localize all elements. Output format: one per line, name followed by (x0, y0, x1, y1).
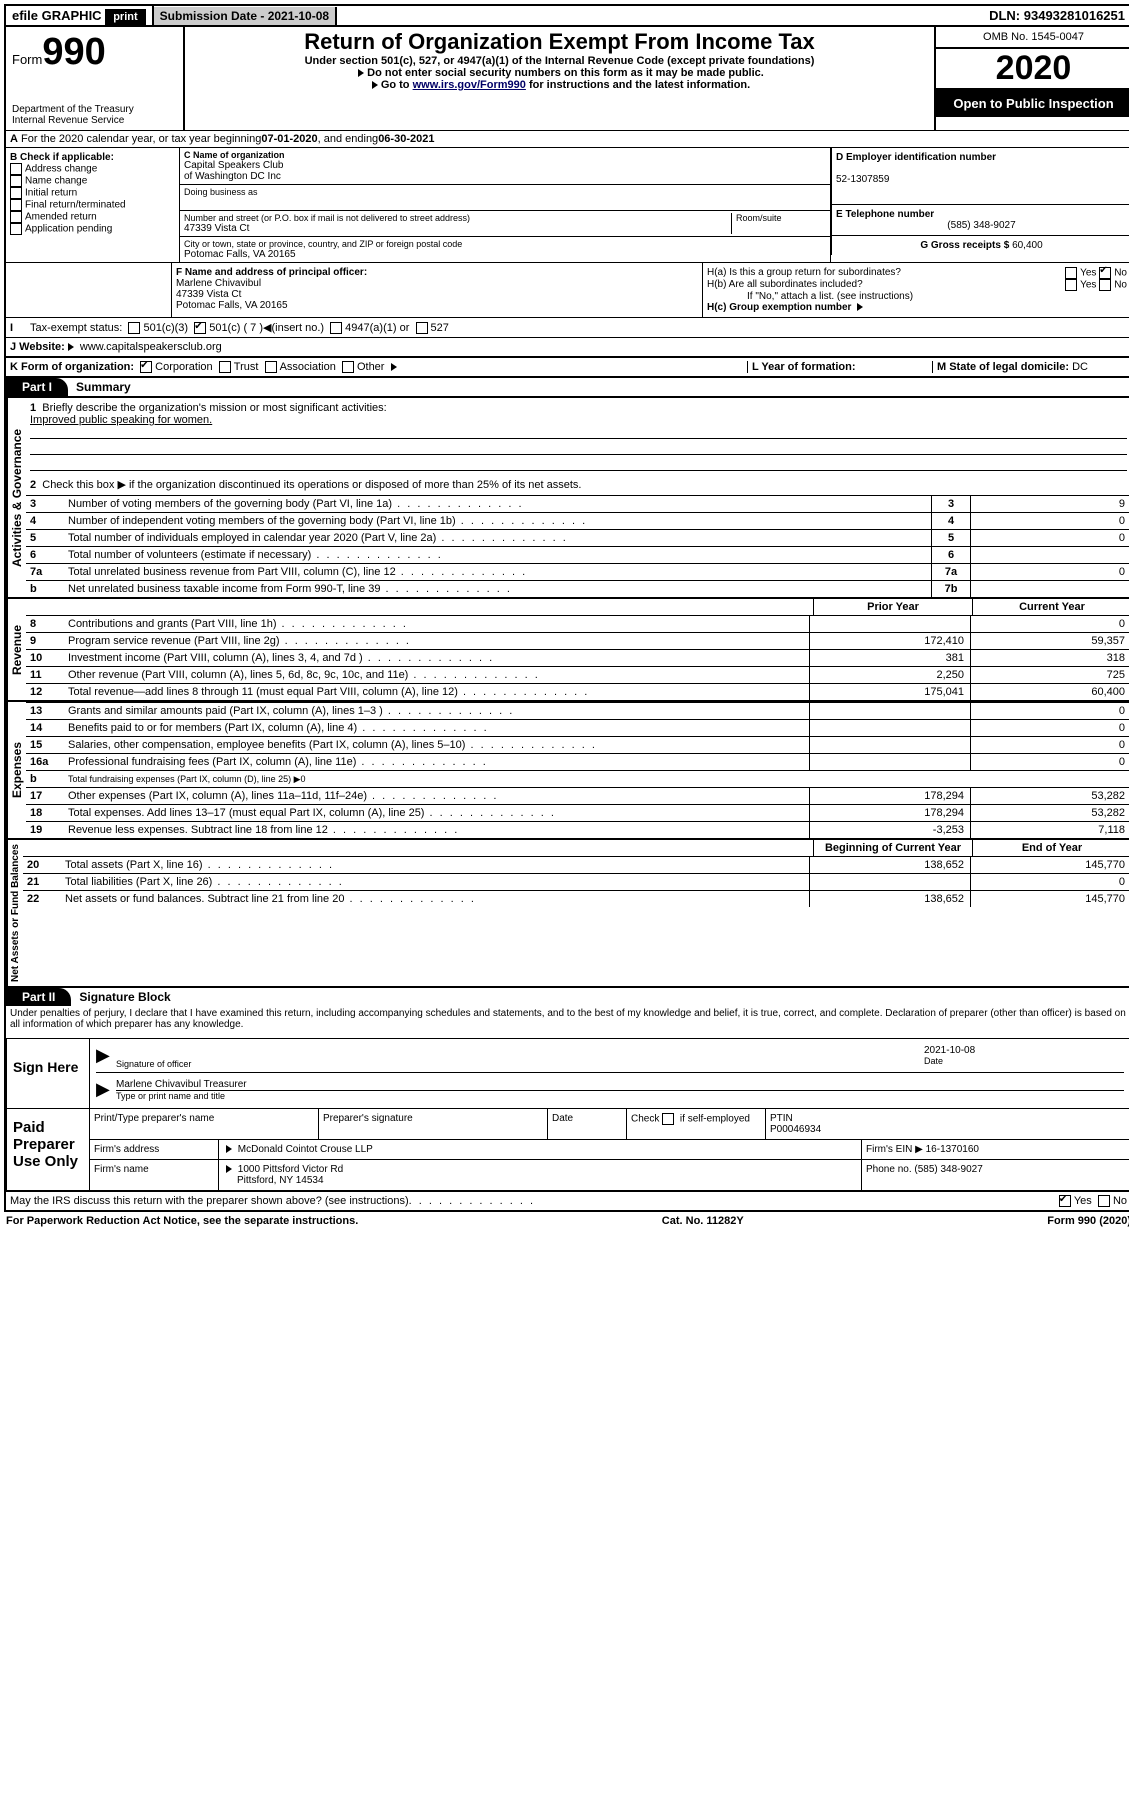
website-note: Go to www.irs.gov/Form990 for instructio… (187, 79, 932, 91)
part2-header: Part IISignature Block (6, 986, 1129, 1006)
ssn-note: Do not enter social security numbers on … (187, 67, 932, 79)
discuss-yes-checkbox[interactable] (1059, 1195, 1071, 1207)
sign-here-section: Sign Here ▶ Signature of officer 2021-10… (6, 1038, 1129, 1109)
print-button[interactable]: print (105, 9, 145, 25)
revenue-section: Revenue Prior YearCurrent Year 8Contribu… (6, 597, 1129, 700)
cb-address-change[interactable]: Address change (10, 163, 175, 175)
table-row: 9Program service revenue (Part VIII, lin… (26, 633, 1129, 650)
firm-ein: 16-1370160 (926, 1144, 979, 1155)
dba-cell: Doing business as (180, 185, 830, 211)
box-f-officer: F Name and address of principal officer:… (172, 263, 703, 317)
irs-discuss-row: May the IRS discuss this return with the… (6, 1191, 1129, 1210)
irs-link[interactable]: www.irs.gov/Form990 (413, 79, 526, 91)
table-row: bNet unrelated business taxable income f… (26, 581, 1129, 598)
efile-label: efile GRAPHIC print (6, 6, 154, 25)
line-a-tax-year: A For the 2020 calendar year, or tax yea… (6, 130, 1129, 147)
box-b-checkboxes: B Check if applicable: Address change Na… (6, 148, 180, 262)
firm-name: McDonald Cointot Crouse LLP (238, 1144, 373, 1155)
omb-number: OMB No. 1545-0047 (936, 27, 1129, 49)
phone-cell: E Telephone number (585) 348-9027 (831, 205, 1129, 236)
table-row: 7aTotal unrelated business revenue from … (26, 564, 1129, 581)
table-row: 16aProfessional fundraising fees (Part I… (26, 754, 1129, 771)
dln: DLN: 93493281016251 (983, 6, 1129, 25)
org-name-cell: C Name of organization Capital Speakers … (180, 148, 830, 185)
mission-text: Improved public speaking for women. (30, 414, 1127, 426)
address-cell: Number and street (or P.O. box if mail i… (180, 211, 830, 237)
table-row: 3Number of voting members of the governi… (26, 496, 1129, 513)
room-suite: Room/suite (731, 213, 826, 234)
table-row: bTotal fundraising expenses (Part IX, co… (26, 771, 1129, 788)
ptin-value: P00046934 (770, 1124, 821, 1135)
top-bar: efile GRAPHIC print Submission Date - 20… (4, 4, 1129, 27)
corp-checkbox[interactable] (140, 361, 152, 373)
form-subtitle: Under section 501(c), 527, or 4947(a)(1)… (187, 55, 932, 67)
table-row: 20Total assets (Part X, line 16)138,6521… (23, 857, 1129, 874)
net-assets-section: Net Assets or Fund Balances Beginning of… (6, 838, 1129, 986)
form-body: Form990 Department of the Treasury Inter… (4, 27, 1129, 1212)
box-i-tax-exempt: I Tax-exempt status: 501(c)(3) 501(c) ( … (6, 317, 1129, 337)
table-row: 13Grants and similar amounts paid (Part … (26, 703, 1129, 720)
table-row: 5Total number of individuals employed in… (26, 530, 1129, 547)
expenses-section: Expenses 13Grants and similar amounts pa… (6, 700, 1129, 838)
table-row: 22Net assets or fund balances. Subtract … (23, 891, 1129, 908)
cb-amended-return[interactable]: Amended return (10, 211, 175, 223)
part1-header: Part ISummary (6, 376, 1129, 396)
ein-cell: D Employer identification number 52-1307… (831, 148, 1129, 205)
gross-receipts: G Gross receipts $ 60,400 (831, 236, 1129, 255)
perjury-declaration: Under penalties of perjury, I declare th… (6, 1006, 1129, 1032)
form-word: Form (12, 52, 42, 67)
table-row: 6Total number of volunteers (estimate if… (26, 547, 1129, 564)
table-row: 10Investment income (Part VIII, column (… (26, 650, 1129, 667)
page-footer: For Paperwork Reduction Act Notice, see … (4, 1212, 1129, 1230)
officer-name: Marlene Chivavibul Treasurer (116, 1079, 1124, 1091)
table-row: 18Total expenses. Add lines 13–17 (must … (26, 805, 1129, 822)
dept-treasury: Department of the Treasury (12, 104, 177, 115)
firm-phone: (585) 348-9027 (914, 1164, 982, 1175)
submission-date: Submission Date - 2021-10-08 (154, 7, 337, 25)
table-row: 12Total revenue—add lines 8 through 11 (… (26, 684, 1129, 701)
box-klm: K Form of organization: Corporation Trus… (6, 356, 1129, 376)
table-row: 19Revenue less expenses. Subtract line 1… (26, 822, 1129, 839)
501c-checkbox[interactable] (194, 322, 206, 334)
table-row: 4Number of independent voting members of… (26, 513, 1129, 530)
cb-application-pending[interactable]: Application pending (10, 223, 175, 235)
box-j-website: J Website: www.capitalspeakersclub.org (6, 337, 1129, 356)
cb-name-change[interactable]: Name change (10, 175, 175, 187)
tax-year: 2020 (936, 49, 1129, 90)
irs-label: Internal Revenue Service (12, 115, 177, 126)
table-row: 14Benefits paid to or for members (Part … (26, 720, 1129, 737)
ha-no-checkbox[interactable] (1099, 267, 1111, 279)
cb-final-return[interactable]: Final return/terminated (10, 199, 175, 211)
table-row: 15Salaries, other compensation, employee… (26, 737, 1129, 754)
form-header: Form990 Department of the Treasury Inter… (6, 27, 1129, 130)
paid-preparer-section: Paid Preparer Use Only Print/Type prepar… (6, 1109, 1129, 1191)
box-h: H(a) Is this a group return for subordin… (703, 263, 1129, 317)
form-title: Return of Organization Exempt From Incom… (187, 29, 932, 55)
city-cell: City or town, state or province, country… (180, 237, 830, 262)
table-row: 11Other revenue (Part VIII, column (A), … (26, 667, 1129, 684)
open-inspection: Open to Public Inspection (936, 90, 1129, 117)
table-row: 21Total liabilities (Part X, line 26)0 (23, 874, 1129, 891)
form-number: 990 (42, 31, 105, 73)
cb-initial-return[interactable]: Initial return (10, 187, 175, 199)
activities-governance-section: Activities & Governance 1 Briefly descri… (6, 396, 1129, 597)
table-row: 8Contributions and grants (Part VIII, li… (26, 616, 1129, 633)
table-row: 17Other expenses (Part IX, column (A), l… (26, 788, 1129, 805)
